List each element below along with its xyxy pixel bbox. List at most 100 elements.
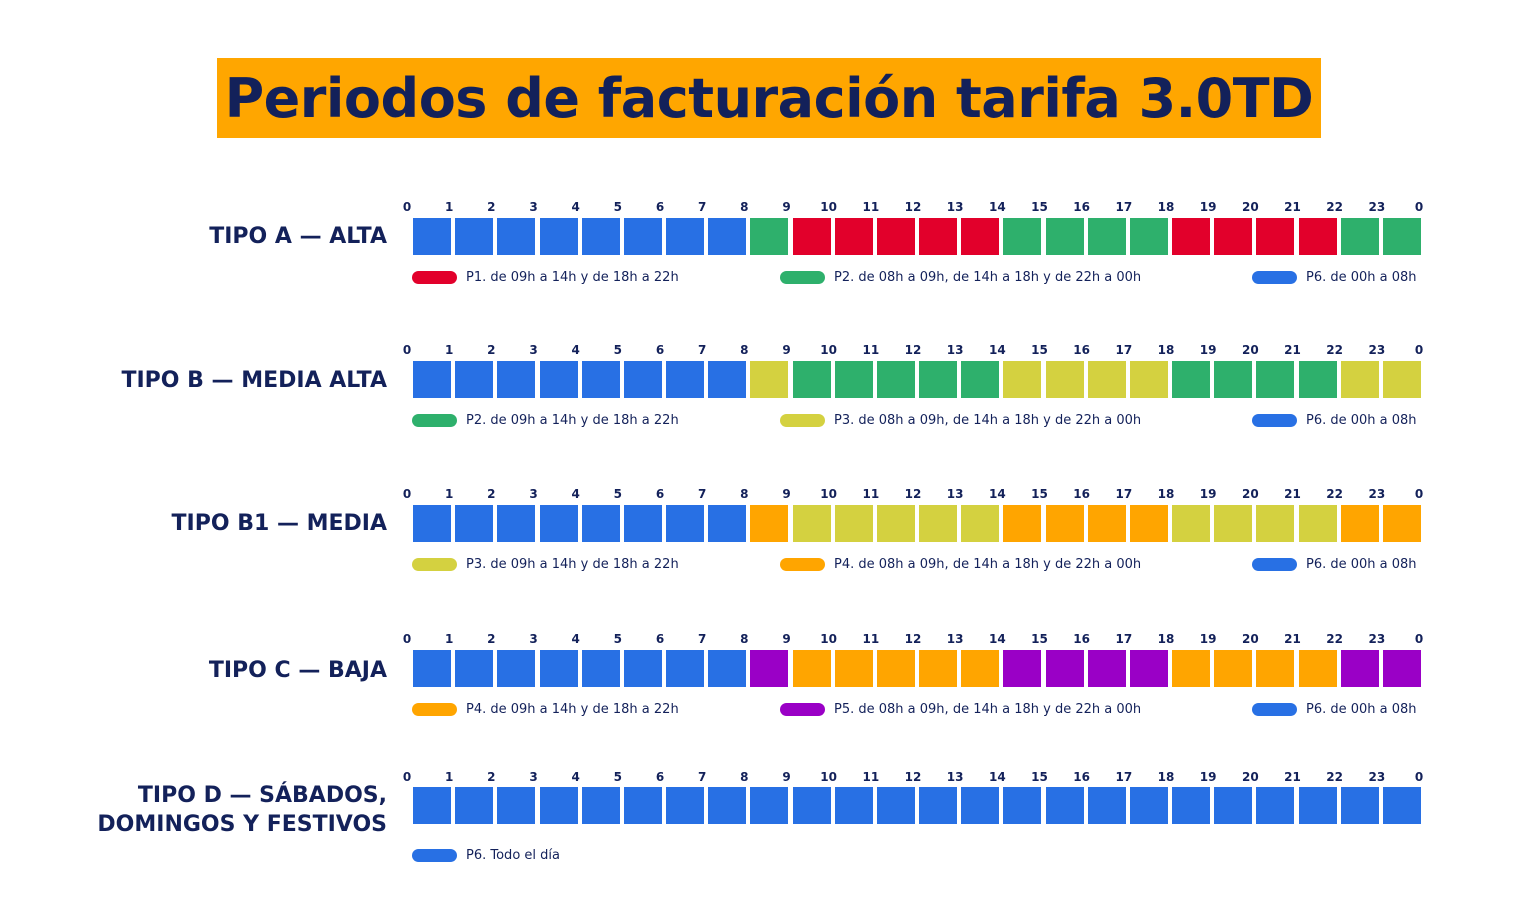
hour-cell-P4 [834,650,873,687]
legend-text: P1. de 09h a 14h y de 18h a 22h [466,270,679,285]
hour-cell-P6 [1172,787,1211,824]
legend-text: P4. de 09h a 14h y de 18h a 22h [466,702,679,717]
hour-cell-P1 [1256,218,1295,255]
hour-tick: 19 [1199,770,1217,784]
hour-tick: 22 [1326,770,1344,784]
hour-tick: 15 [1031,200,1048,214]
hour-tick: 9 [782,200,791,214]
hour-cells [412,218,1424,255]
hour-cell-P6 [708,650,747,687]
hour-cell-P4 [961,650,1000,687]
hour-tick: 2 [487,200,496,214]
hour-tick: 14 [988,632,1006,646]
hour-cell-P4 [1087,505,1126,542]
hour-tick: 0 [1414,200,1424,214]
hour-cell-P3 [1129,361,1168,398]
hour-tick: 17 [1115,487,1133,501]
hour-ticks: 0 1 2 3 4 5 6 7 8 9 10 11 12 13 14 15 16 17 18 19 20 21 22 23 0 [403,770,1437,786]
legend-item: P4. de 09h a 14h y de 18h a 22h [412,702,679,717]
hour-cell-P6 [581,787,620,824]
hour-cell-P4 [1214,650,1253,687]
legend-item: P4. de 08h a 09h, de 14h a 18h y de 22h … [780,557,1141,572]
hour-cell-P6 [497,650,536,687]
hour-cell-P2 [834,361,873,398]
hour-cell-P6 [539,218,578,255]
hour-cell-P4 [750,505,789,542]
legend-text: P6. Todo el día [466,848,560,863]
hour-cell-P6 [455,650,494,687]
row-label: TIPO C — BAJA [208,658,387,683]
hour-cell-P6 [666,505,705,542]
hour-tick: 20 [1241,632,1259,646]
hour-tick: 12 [904,487,922,501]
hour-tick: 10 [820,632,838,646]
hour-tick: 23 [1368,770,1386,784]
hour-tick: 3 [529,632,538,646]
hour-cell-P5 [1087,650,1126,687]
hour-tick: 14 [988,487,1006,501]
hour-tick: 3 [529,200,538,214]
legend-item: P2. de 08h a 09h, de 14h a 18h y de 22h … [780,270,1141,285]
hour-cell-P2 [1129,218,1168,255]
hour-tick: 13 [946,632,964,646]
hour-tick: 12 [904,200,922,214]
hour-tick: 14 [988,200,1006,214]
hour-cell-P6 [497,361,536,398]
hour-tick: 0 [402,200,412,214]
hour-tick: 5 [613,200,623,214]
legend-swatch [1252,703,1297,716]
hour-tick: 19 [1199,632,1217,646]
hour-cell-P6 [455,361,494,398]
hour-cell-P4 [1003,505,1042,542]
hour-tick: 8 [740,343,749,357]
legend-text: P6. de 00h a 08h [1306,270,1417,285]
hour-tick: 6 [655,770,665,784]
hour-tick: 5 [613,487,623,501]
hour-cells [412,361,1424,398]
legend-item: P2. de 09h a 14h y de 18h a 22h [412,413,679,428]
hour-tick: 1 [444,770,454,784]
hour-tick: 16 [1073,632,1091,646]
hour-cell-P5 [1340,650,1379,687]
hour-tick: 3 [529,343,538,357]
hour-cell-P1 [834,218,873,255]
legend-swatch [1252,558,1297,571]
row-label: TIPO A — ALTA [209,224,387,249]
hour-tick: 23 [1368,200,1386,214]
hour-tick: 3 [529,770,538,784]
hour-tick: 13 [946,343,964,357]
hour-cell-P3 [1382,361,1421,398]
hour-tick: 8 [740,200,749,214]
hour-tick: 8 [740,487,749,501]
hour-cell-P1 [919,218,958,255]
hour-cell-P3 [1003,361,1042,398]
hour-tick: 20 [1241,200,1259,214]
hour-ticks: 0 1 2 3 4 5 6 7 8 9 10 11 12 13 14 15 16 17 18 19 20 21 22 23 0 [403,343,1437,359]
hour-cell-P1 [1214,218,1253,255]
hour-cell-P4 [1340,505,1379,542]
hour-tick: 23 [1368,632,1386,646]
legend-swatch [780,414,825,427]
hour-tick: 0 [402,487,412,501]
hour-cell-P5 [1129,650,1168,687]
hour-tick: 19 [1199,200,1217,214]
hour-tick: 0 [402,632,412,646]
legend-swatch [412,849,457,862]
hour-cell-P3 [1214,505,1253,542]
hour-cell-P3 [876,505,915,542]
hour-tick: 7 [697,200,707,214]
hour-cell-P6 [666,787,705,824]
hour-cell-P1 [792,218,831,255]
hour-cell-P4 [792,650,831,687]
legend-item: P6. de 00h a 08h [1252,557,1417,572]
hour-cell-P2 [750,218,789,255]
hour-cells [412,505,1424,542]
hour-tick: 12 [904,343,922,357]
hour-cell-P3 [1172,505,1211,542]
hour-tick: 0 [1414,487,1424,501]
hour-cell-P6 [1214,787,1253,824]
hour-cell-P6 [623,218,662,255]
hour-tick: 1 [444,487,454,501]
hour-cell-P3 [1298,505,1337,542]
hour-cell-P6 [1382,787,1421,824]
